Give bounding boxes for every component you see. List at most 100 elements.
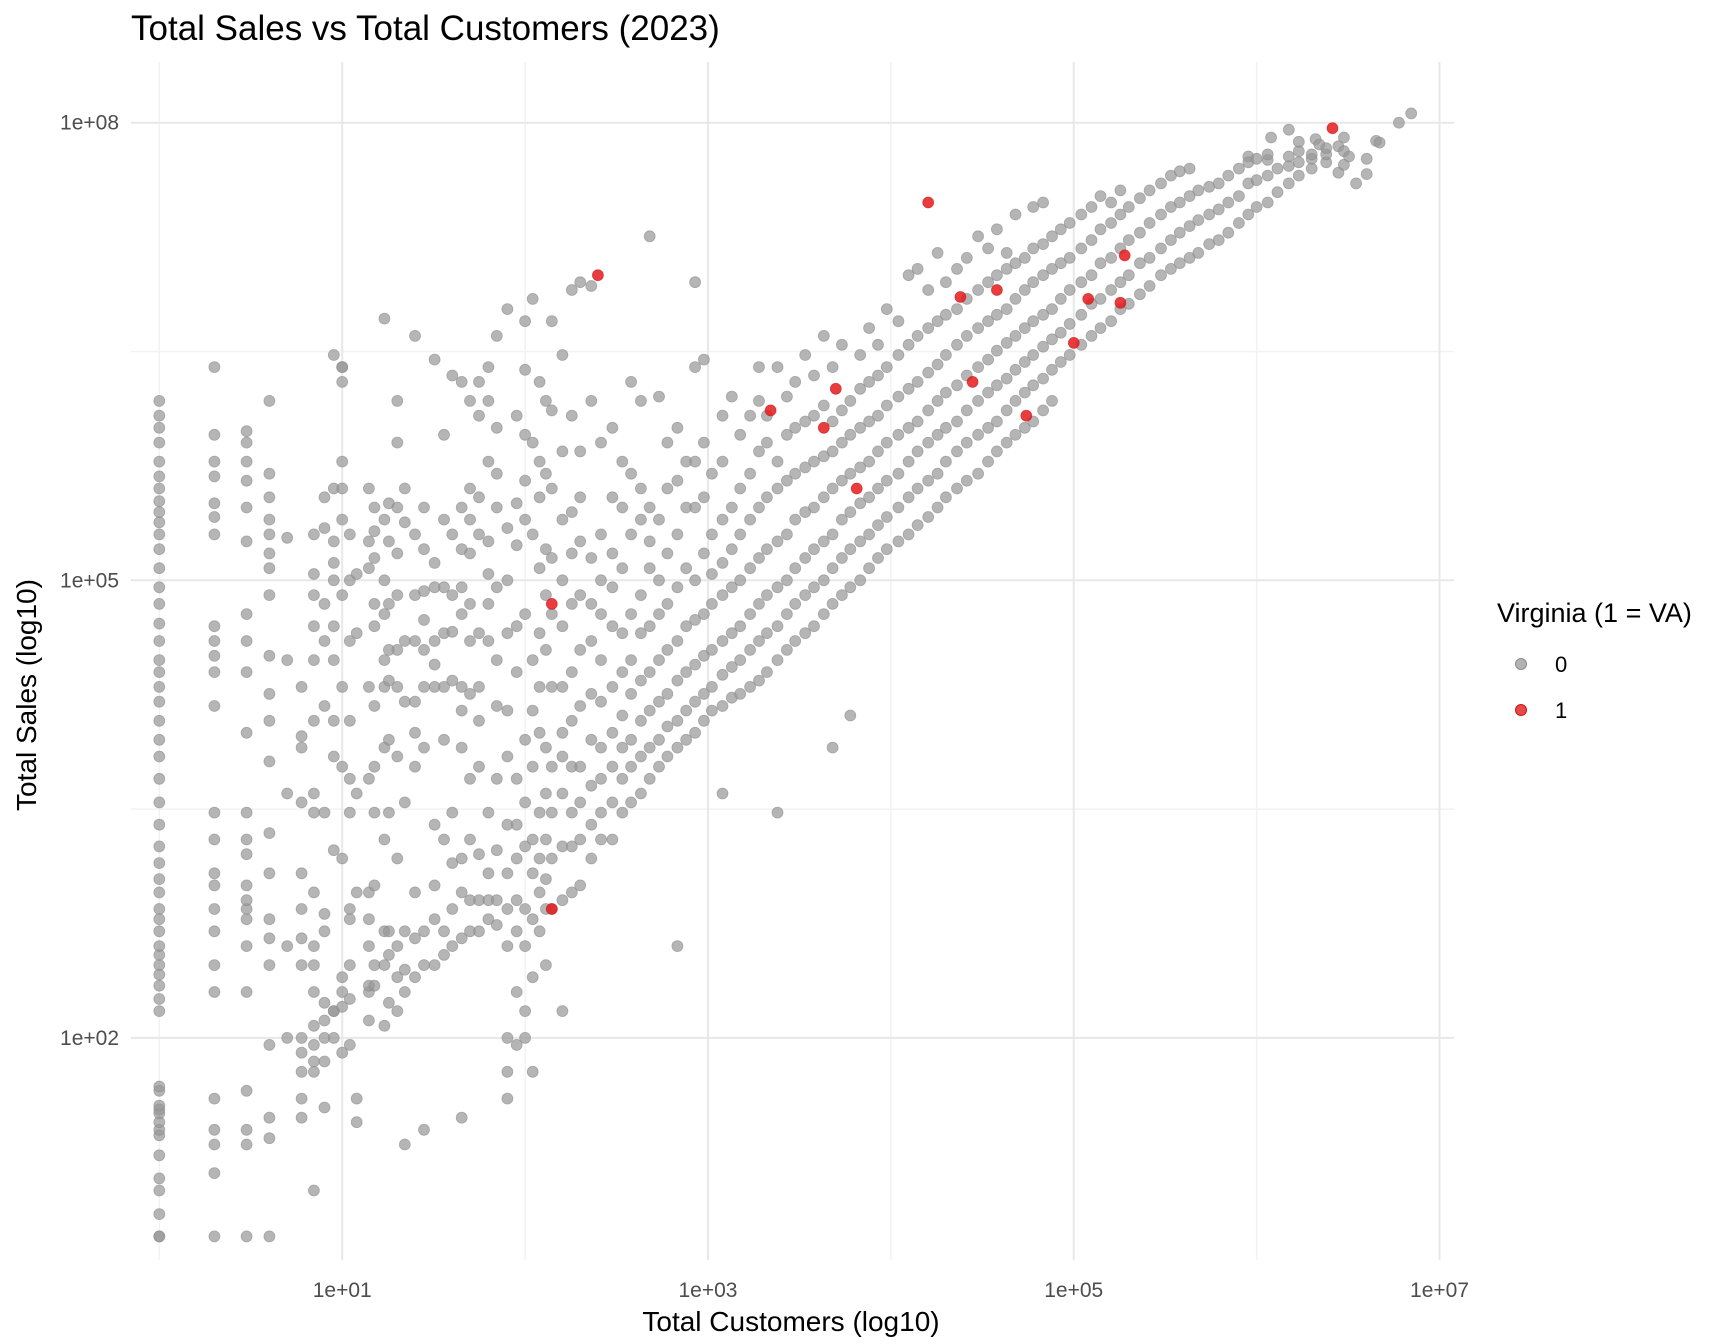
non-va-point [574,700,587,712]
non-va-point [473,627,485,640]
non-va-point [1009,363,1022,376]
non-va-point [295,867,308,880]
non-va-point [744,513,756,526]
non-va-point [208,635,221,647]
non-va-point [680,562,693,575]
non-va-point [409,329,421,342]
non-va-point [951,262,963,275]
non-va-point [336,971,349,984]
non-va-point [931,428,944,441]
non-va-point [698,688,710,700]
non-va-point [698,649,710,662]
non-va-point [350,1116,363,1129]
non-va-point [556,787,569,800]
non-va-point [153,516,166,529]
non-va-point [153,495,166,508]
non-va-point [1114,276,1127,289]
non-va-point [153,543,166,556]
y-tick-label: 1e+08 [60,112,119,135]
non-va-point [982,353,994,366]
non-va-point [153,528,166,541]
non-va-point [1037,308,1049,321]
non-va-point [972,394,984,407]
non-va-point [880,474,893,487]
non-va-point [153,1080,166,1093]
non-va-point [362,913,375,926]
non-va-point [318,522,331,534]
non-va-point [398,925,411,938]
non-va-point [336,589,349,601]
va-point [545,598,558,610]
non-va-point [689,276,701,289]
non-va-point [327,535,340,548]
non-va-point [960,251,973,264]
non-va-point [836,552,848,564]
non-va-point [307,568,320,580]
non-va-point [240,608,253,620]
non-va-point [368,700,381,712]
non-va-point [1037,238,1049,251]
non-va-point [753,552,765,564]
non-va-point [635,482,647,495]
non-va-point [960,474,973,487]
va-point [817,421,830,434]
non-va-point [574,445,587,458]
non-va-point [771,361,784,374]
non-va-point [240,833,253,846]
non-va-point [734,654,747,666]
non-va-point [808,409,820,422]
non-va-point [208,833,221,846]
non-va-point [606,421,619,434]
non-va-point [616,455,629,468]
non-va-point [153,421,166,434]
non-va-point [540,543,552,556]
non-va-point [368,552,381,564]
non-va-point [1134,288,1146,301]
non-va-point [744,681,756,693]
non-va-point [1250,201,1263,213]
non-va-point [817,608,830,620]
non-va-point [336,1000,349,1013]
non-va-point [1155,269,1167,282]
non-va-point [336,681,349,693]
non-va-point [153,818,166,831]
non-va-point [533,627,546,640]
non-va-point [1173,165,1186,178]
non-va-point [635,787,647,800]
non-va-point [473,925,485,938]
non-va-point [418,959,430,971]
non-va-point [1192,246,1205,259]
non-va-point [208,806,221,819]
non-va-point [1305,148,1318,161]
non-va-point [661,720,674,733]
non-va-point [368,806,381,819]
non-va-point [153,959,166,971]
non-va-point [716,409,729,422]
non-va-point [378,574,391,587]
non-va-point [208,1123,221,1136]
non-va-point [680,666,693,678]
non-va-point [1018,356,1031,368]
non-va-point [725,543,738,556]
non-va-point [455,932,468,945]
non-va-point [519,315,531,328]
non-va-point [761,436,773,449]
non-va-point [208,903,221,915]
non-va-point [771,581,784,594]
non-va-point [1000,372,1013,385]
non-va-point [327,557,340,569]
non-va-point [263,1132,276,1145]
non-va-point [1037,404,1049,417]
non-va-point [826,741,839,754]
non-va-point [595,741,607,754]
non-va-point [940,349,952,361]
non-va-point [473,528,485,541]
non-va-point [922,436,935,449]
non-va-point [1192,184,1205,197]
non-va-point [318,908,331,920]
non-va-point [263,467,276,480]
non-va-point [391,394,404,407]
non-va-point [635,674,647,687]
non-va-point [1313,138,1326,151]
non-va-point [616,562,629,575]
